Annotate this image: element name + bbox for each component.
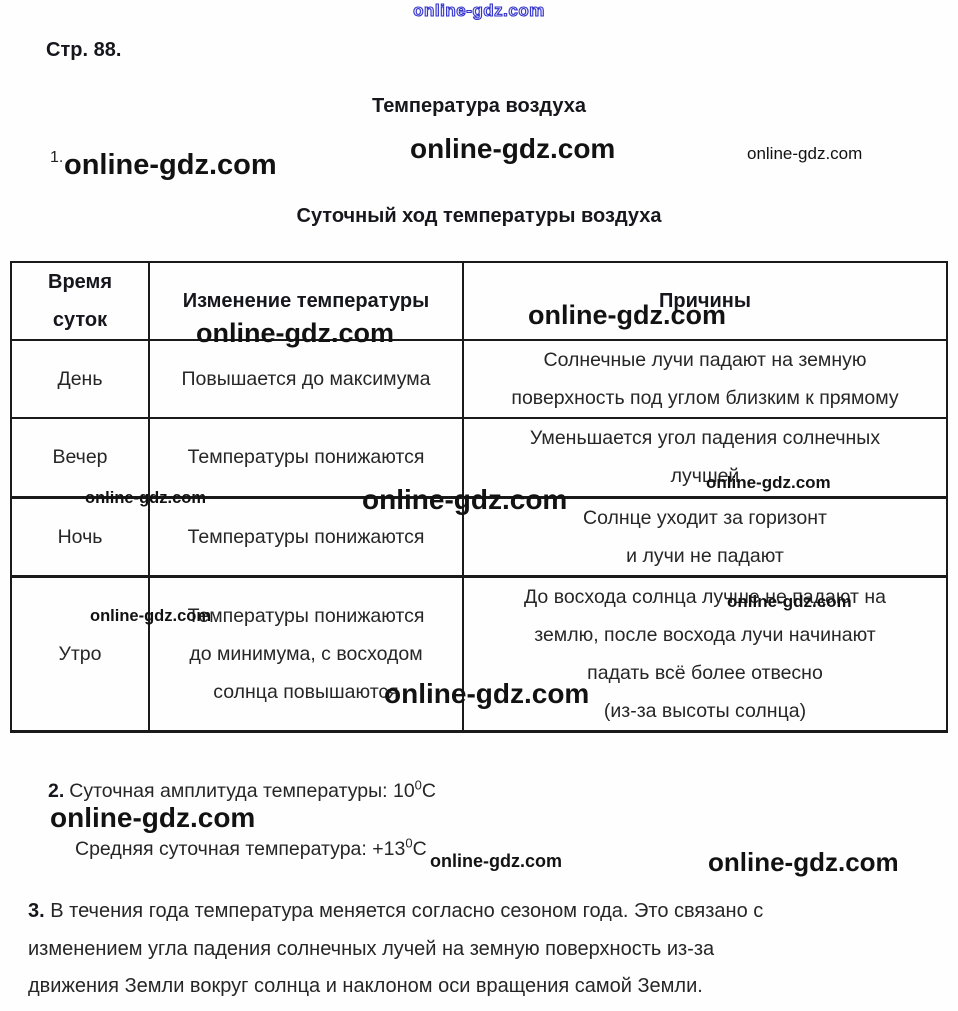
average-line: Средняя суточная температура: +130С bbox=[75, 835, 427, 861]
cell-time: Ночь bbox=[10, 495, 150, 577]
watermark: online-gdz.com bbox=[430, 851, 562, 871]
table-row: Ночь Температуры понижаются Солнце уходи… bbox=[10, 495, 948, 577]
col-header-time-of-day: Время суток bbox=[10, 261, 150, 341]
watermark: online-gdz.com bbox=[410, 133, 616, 164]
watermark: online-gdz.com bbox=[85, 489, 206, 507]
table-row: Вечер Температуры понижаются Уменьшается… bbox=[10, 417, 948, 498]
amplitude-degree-sup: 0 bbox=[414, 777, 422, 793]
watermark: online-gdz.com bbox=[384, 678, 590, 709]
table-row: Утро Температуры понижаются до минимума,… bbox=[10, 574, 948, 733]
cell-time: День bbox=[10, 339, 150, 419]
cell-change: Температуры понижаются bbox=[148, 495, 464, 577]
table-row: День Повышается до максимума Солнечные л… bbox=[10, 339, 948, 419]
page-label: Стр. 88. bbox=[46, 39, 122, 61]
watermark: online-gdz.com bbox=[708, 847, 899, 877]
section1-marker: 1. bbox=[50, 149, 64, 166]
cell-time: Утро bbox=[10, 574, 150, 733]
amplitude-label: Суточная амплитуда температуры: bbox=[69, 780, 393, 802]
section3-text: В течения года температура меняется согл… bbox=[28, 900, 764, 997]
amplitude-unit: С bbox=[421, 780, 436, 802]
amplitude-value: 10 bbox=[392, 780, 415, 802]
cell-time: Вечер bbox=[10, 417, 150, 498]
cell-reason: Уменьшается угол падения солнечных лучше… bbox=[462, 417, 948, 498]
watermark: online-gdz.com bbox=[747, 144, 863, 163]
watermark: online-gdz.com bbox=[727, 592, 852, 611]
section3-marker: 3. bbox=[28, 900, 45, 922]
cell-change: Повышается до максимума bbox=[148, 339, 464, 419]
watermark: online-gdz.com bbox=[50, 802, 256, 833]
section2-marker: 2. bbox=[48, 780, 65, 802]
table-header-row: Время суток Изменение температуры Причин… bbox=[10, 261, 948, 341]
table-title: Суточный ход температуры воздуха bbox=[296, 205, 662, 227]
doc-title: Температура воздуха bbox=[372, 95, 586, 117]
watermark: online-gdz.com bbox=[706, 473, 831, 492]
average-value: +13 bbox=[372, 838, 406, 860]
watermark-top-blue: online-gdz.com bbox=[413, 1, 545, 20]
watermark: online-gdz.com bbox=[196, 318, 394, 348]
cell-reason: Солнце уходит за горизонт и лучи не пада… bbox=[462, 495, 948, 577]
average-unit: С bbox=[412, 838, 427, 860]
cell-reason: До восхода солнца лучше не падают на зем… bbox=[462, 574, 948, 733]
average-degree-sup: 0 bbox=[405, 835, 413, 851]
cell-change: Температуры понижаются bbox=[148, 417, 464, 498]
col-header-temp-change: Изменение температуры bbox=[148, 261, 464, 341]
watermark: online-gdz.com bbox=[90, 607, 211, 625]
watermark: online-gdz.com bbox=[64, 149, 277, 181]
section3-paragraph: 3. В течения года температура меняется с… bbox=[28, 893, 932, 1006]
col-header-reasons: Причины bbox=[462, 261, 948, 341]
amplitude-line: 2. Суточная амплитуда температуры: 100С bbox=[48, 777, 436, 803]
watermark: online-gdz.com bbox=[528, 300, 726, 330]
cell-reason: Солнечные лучи падают на земную поверхно… bbox=[462, 339, 948, 419]
cell-change: Температуры понижаются до минимума, с во… bbox=[148, 574, 464, 733]
temperature-table: Время суток Изменение температуры Причин… bbox=[10, 261, 948, 733]
average-label: Средняя суточная температура: bbox=[75, 838, 373, 860]
watermark: online-gdz.com bbox=[362, 484, 568, 515]
